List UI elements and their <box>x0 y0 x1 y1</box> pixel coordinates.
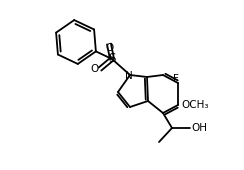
Text: OH: OH <box>191 123 207 133</box>
Text: OCH₃: OCH₃ <box>181 100 209 110</box>
Text: S: S <box>108 53 116 65</box>
Text: O: O <box>91 64 99 74</box>
Text: F: F <box>173 74 179 84</box>
Text: O: O <box>106 43 114 53</box>
Text: N: N <box>125 71 133 81</box>
